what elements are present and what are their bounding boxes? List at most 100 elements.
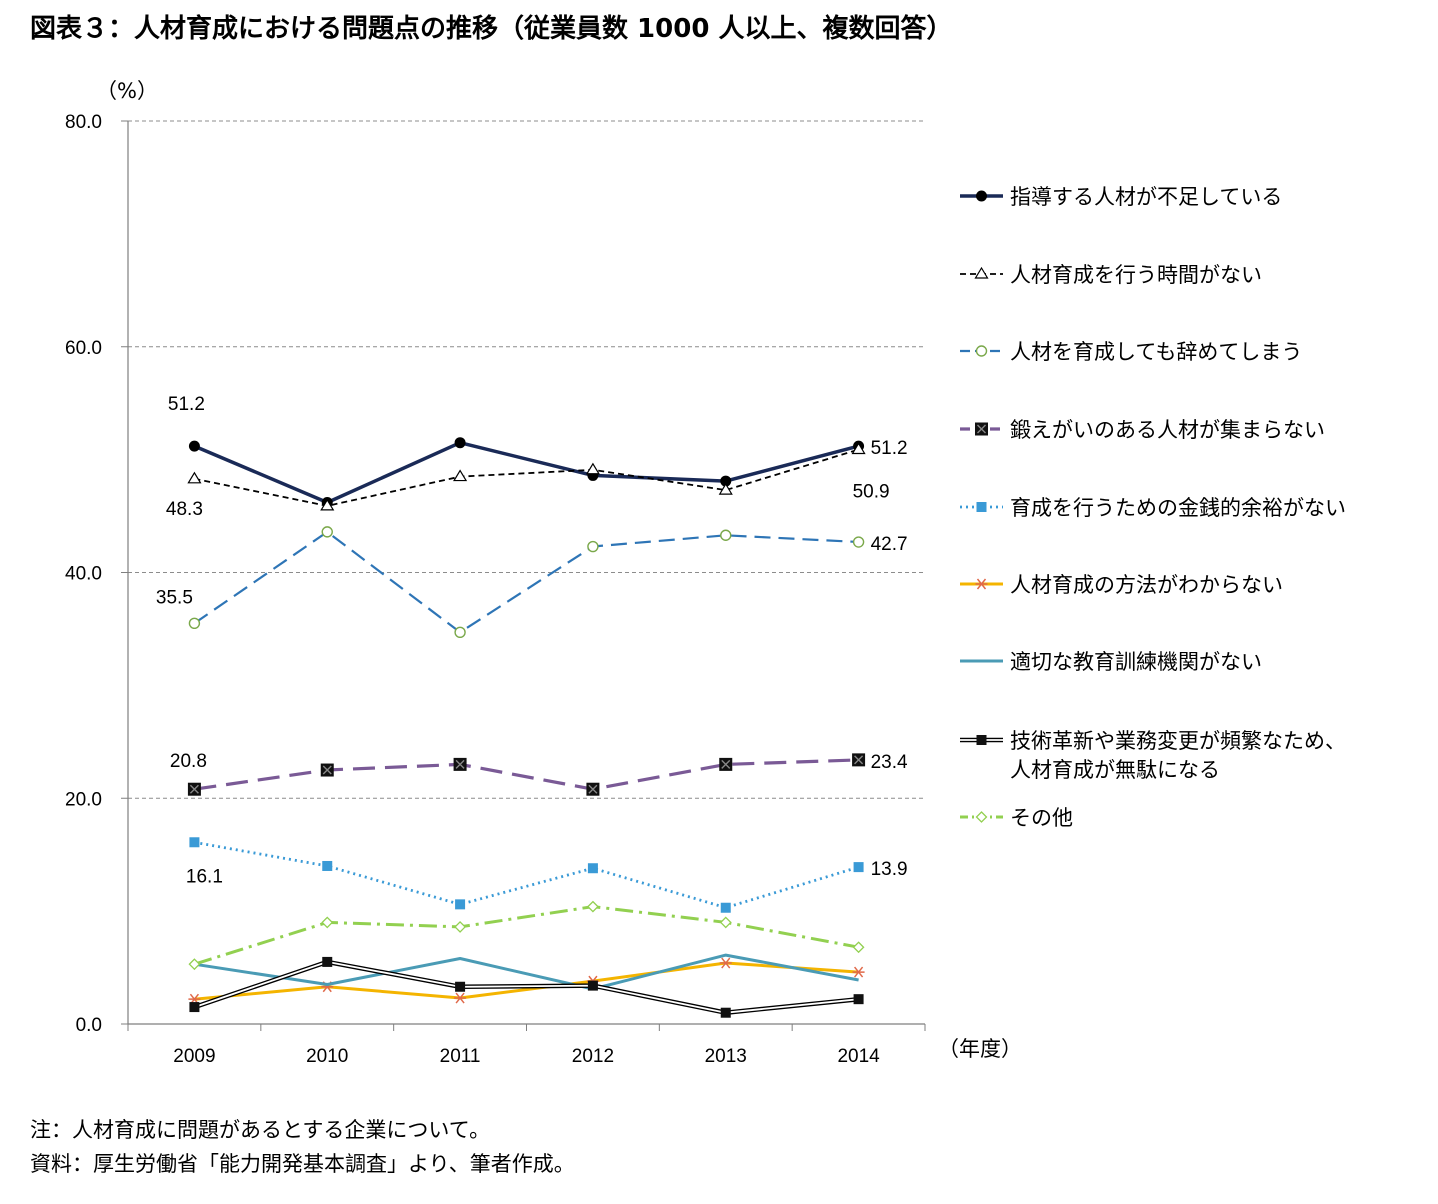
legend-label: 人材育成の方法がわからない <box>1010 573 1283 597</box>
data-point <box>455 981 466 992</box>
data-point <box>976 502 987 512</box>
series-line <box>194 953 859 991</box>
data-point <box>188 440 200 452</box>
y-tick-label: 60.0 <box>65 338 102 359</box>
chart-title: 図表３：人材育成における問題点の推移（従業員数 1000 人以上、複数回答） <box>30 14 953 44</box>
legend-item-4: 鍛えがいのある人材が集まらない <box>960 418 1325 442</box>
data-label: 35.5 <box>156 587 193 608</box>
series-line <box>194 961 859 1001</box>
data-point <box>453 469 468 482</box>
series-line <box>193 440 860 505</box>
y-tick-label: 20.0 <box>65 789 102 810</box>
data-point <box>188 958 201 971</box>
data-point <box>975 578 988 590</box>
series-line <box>194 758 859 791</box>
y-tick-label: 0.0 <box>76 1015 102 1036</box>
data-point-mark <box>854 755 864 765</box>
legend-label: その他 <box>1010 806 1073 830</box>
data-point <box>720 902 731 913</box>
data-label: 13.9 <box>871 859 908 880</box>
data-point-mark <box>322 765 332 775</box>
legend-label: 指導する人材が不足している <box>1010 185 1282 209</box>
data-point <box>720 1007 731 1018</box>
series-group: 51.2 51.2 48.3 50.9 35.5 42.7 20.8 23.4 16.1 13.9 <box>156 394 908 1018</box>
x-tick-label: 2011 <box>440 1046 481 1067</box>
data-point <box>454 992 467 1004</box>
data-label: 51.2 <box>168 394 205 415</box>
series-line <box>193 530 859 634</box>
data-point <box>975 811 988 823</box>
series-line <box>194 961 859 1014</box>
series-2: 48.3 50.9 <box>166 442 890 520</box>
series-line <box>193 905 859 966</box>
data-point <box>455 899 466 910</box>
data-point <box>720 529 732 541</box>
legend-label: 適切な教育訓練機関がない <box>1010 650 1262 674</box>
data-point <box>587 540 599 553</box>
data-point <box>852 941 865 954</box>
data-label: 20.8 <box>170 751 207 772</box>
series-8 <box>189 956 864 1018</box>
data-point <box>322 860 333 871</box>
data-point <box>322 956 333 967</box>
series-line <box>194 840 860 910</box>
legend-label: 人材を育成しても辞めてしまう <box>1010 340 1302 364</box>
legend-label: 人材育成を行う時間がない <box>1010 263 1262 287</box>
data-point <box>719 916 732 929</box>
data-label: 16.1 <box>186 866 223 887</box>
data-point <box>852 966 865 978</box>
data-point <box>974 266 989 279</box>
legend-label: 技術革新や業務変更が頻繁なため、 <box>1010 729 1346 753</box>
data-point <box>587 863 598 874</box>
legend-label: 鍛えがいのある人材が集まらない <box>1010 418 1325 442</box>
data-point <box>718 482 733 495</box>
legend-item-7: 適切な教育訓練機関がない <box>960 650 1262 674</box>
data-label: 42.7 <box>871 534 908 555</box>
legend-item-3: 人材を育成しても辞めてしまう <box>960 340 1302 364</box>
series-line-outline <box>193 959 859 1015</box>
data-point <box>454 626 466 639</box>
data-point <box>321 916 334 929</box>
data-point <box>454 437 466 449</box>
y-axis-unit: （%） <box>96 79 158 103</box>
series-3: 35.5 42.7 <box>156 526 908 639</box>
data-point <box>975 345 988 357</box>
source-note: 資料：厚生労働省「能力開発基本調査」より、筆者作成。 <box>30 1152 575 1176</box>
data-point-mark <box>455 759 465 769</box>
x-tick-label: 2013 <box>705 1046 747 1067</box>
data-point-mark <box>977 424 986 434</box>
data-label: 50.9 <box>853 481 890 502</box>
legend-item-5: 育成を行うための金銭的余裕がない <box>960 496 1346 520</box>
legend-item-8: 技術革新や業務変更が頻繁なため、人材育成が無駄になる <box>960 729 1346 782</box>
y-tick-label: 80.0 <box>65 112 102 133</box>
data-label: 23.4 <box>871 752 908 773</box>
series-1: 51.2 51.2 <box>168 394 908 509</box>
series-9 <box>188 900 865 971</box>
data-point-mark <box>721 759 731 769</box>
data-point <box>851 442 866 455</box>
data-point <box>976 735 987 745</box>
axes: 0.0 20.0 40.0 60.0 80.0 2009 2010 2011 2012 2013 2… <box>65 79 1022 1067</box>
data-point <box>852 536 865 548</box>
legend: 指導する人材が不足している人材育成を行う時間がない人材を育成しても辞めてしまう鍛… <box>960 185 1346 830</box>
data-point <box>853 862 864 873</box>
data-point <box>321 526 333 538</box>
data-label: 51.2 <box>871 438 908 459</box>
x-tick-label: 2014 <box>837 1046 880 1067</box>
legend-item-2: 人材育成を行う時間がない <box>960 263 1262 287</box>
footnote: 注：人材育成に問題があるとする企業について。 <box>30 1118 491 1142</box>
legend-item-9: その他 <box>960 806 1073 830</box>
data-point <box>853 994 864 1005</box>
data-point <box>187 471 202 484</box>
data-point <box>586 900 599 913</box>
series-4: 20.8 23.4 <box>170 751 908 796</box>
x-tick-label: 2009 <box>173 1046 215 1067</box>
x-tick-label: 2012 <box>572 1046 614 1067</box>
data-point <box>719 957 732 969</box>
series-5: 16.1 13.9 <box>186 837 908 913</box>
data-point <box>976 190 987 202</box>
data-label: 48.3 <box>166 499 203 520</box>
series-line <box>194 448 859 507</box>
data-point <box>585 462 600 475</box>
